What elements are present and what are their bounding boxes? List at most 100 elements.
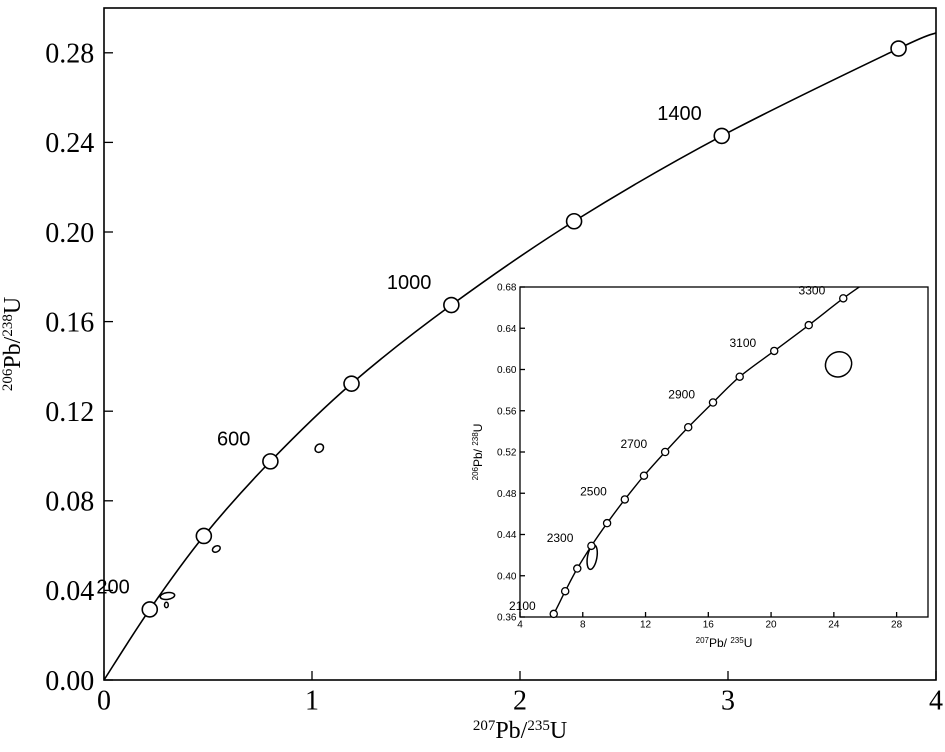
inset-x-tick-label: 20 [766,620,778,631]
inset-y-tick-label: 0.36 [497,613,517,624]
inset-age-marker [573,564,582,573]
inset-x-tick-label: 4 [517,620,523,631]
main-age-label: 1000 [387,272,432,294]
main-age-marker [713,127,731,145]
inset-y-label-el1: Pb/ [471,446,485,467]
main-x-label-el1: Pb/ [495,718,527,744]
inset-age-label: 2300 [547,531,574,545]
main-error-ellipse [159,591,176,601]
main-error-ellipse [211,544,221,553]
inset-x-tick-label: 24 [828,620,840,631]
inset-x-label-el1: Pb/ [709,636,730,650]
main-age-marker [195,527,213,545]
inset-y-tick-label: 0.60 [497,365,517,376]
main-x-label-mass2: 235 [527,718,550,734]
main-y-label-mass1: 206 [0,368,16,391]
inset-age-marker [769,346,779,356]
inset-x-tick-label: 16 [703,620,715,631]
main-y-tick-label: 0.12 [45,397,94,428]
inset-age-label: 2500 [580,484,607,498]
inset-concordia-curve [551,287,861,617]
main-age-marker [890,40,907,57]
inset-age-marker [735,372,744,381]
inset-x-tick-label: 12 [640,620,652,631]
main-age-marker [141,601,159,618]
main-x-tick-label: 2 [513,685,527,716]
main-x-tick-label: 0 [97,685,111,716]
main-y-label-el1: Pb/ [0,336,26,368]
main-axis-ticks: 0 1 2 3 40.000.040.080.120.160.200.240.28 [45,39,943,717]
inset-axis-ticks: 4 8 12 16 20 24 28 0.36 0.40 0.44 0.48 0.52 0.56 0.60… [497,283,903,631]
inset-y-label-el2: U [471,424,485,433]
inset-x-tick-label: 8 [580,620,586,631]
main-y-tick-label: 0.28 [45,39,94,70]
main-age-label: 200 [96,576,129,598]
inset-age-marker [660,447,670,457]
inset-y-tick-label: 0.68 [497,283,517,294]
inset-age-label: 3300 [799,283,826,297]
inset-y-axis-label: 206Pb/ 238U [471,424,486,481]
inset-age-labels: 2100 2300 2500 2700 2900 3100 3300 [509,283,826,613]
main-age-marker [565,212,583,230]
inset-y-tick-label: 0.56 [497,406,517,417]
inset-age-marker [804,320,813,330]
inset-age-marker [587,541,596,551]
main-y-tick-label: 0.08 [45,487,94,518]
inset-y-tick-label: 0.52 [497,448,517,459]
inset-y-label-mass2: 238 [471,432,480,446]
main-x-label-el2: U [550,718,567,744]
main-x-tick-label: 3 [721,685,735,716]
main-y-tick-label: 0.16 [45,307,94,338]
inset-age-marker [683,422,693,432]
main-age-label: 600 [217,428,250,450]
main-error-ellipse [163,601,170,609]
main-concordia-chart: 0 1 2 3 40.000.040.080.120.160.200.240.28 20… [0,7,943,744]
main-x-label-mass1: 207 [473,718,496,734]
inset-age-label: 2900 [668,388,695,402]
inset-age-marker [708,398,718,407]
main-y-tick-label: 0.24 [45,128,94,159]
inset-age-label: 2100 [509,599,536,613]
main-y-axis-label: 206Pb/238U [0,297,26,391]
inset-x-label-mass1: 207 [696,636,710,645]
inset-y-tick-label: 0.44 [497,530,517,541]
inset-age-label: 2700 [620,437,647,451]
inset-age-markers [549,294,848,619]
inset-x-label-el2: U [744,636,753,650]
main-age-marker [443,296,460,314]
main-error-ellipses [159,443,325,609]
main-x-axis-label: 207Pb/235U [473,718,567,744]
main-age-labels: 200 600 1000 1400 [96,103,701,599]
inset-age-marker [602,518,612,528]
main-y-label-el2: U [0,297,26,314]
main-age-marker [343,375,360,392]
inset-age-label: 3100 [730,336,757,350]
main-age-marker [262,453,279,470]
main-x-tick-label: 4 [929,685,943,716]
inset-y-tick-label: 0.64 [497,324,517,335]
inset-x-axis-label: 207Pb/ 235U [696,636,753,651]
main-y-tick-label: 0.20 [45,218,94,249]
main-age-markers [141,40,907,618]
inset-y-label-mass1: 206 [471,466,480,480]
inset-plot-frame [519,286,929,618]
inset-x-tick-label: 28 [891,620,903,631]
main-x-tick-label: 1 [305,685,319,716]
inset-age-marker [839,294,848,303]
main-y-tick-label: 0.04 [45,576,94,607]
inset-y-tick-label: 0.48 [497,489,517,500]
inset-age-marker [549,609,558,619]
inset-age-marker [560,586,570,596]
main-y-tick-label: 0.00 [45,666,94,697]
main-age-label: 1400 [657,103,702,125]
inset-y-tick-label: 0.40 [497,571,517,582]
inset-concordia-chart: 4 8 12 16 20 24 28 0.36 0.40 0.44 0.48 0.52 0.56 0.60… [471,283,929,651]
inset-error-ellipse [824,350,853,378]
main-error-ellipse [314,443,325,454]
main-concordia-curve [104,32,936,680]
main-y-label-mass2: 238 [0,314,16,337]
inset-age-marker [620,495,630,504]
inset-age-marker [639,471,649,480]
inset-x-label-mass2: 235 [730,636,744,645]
